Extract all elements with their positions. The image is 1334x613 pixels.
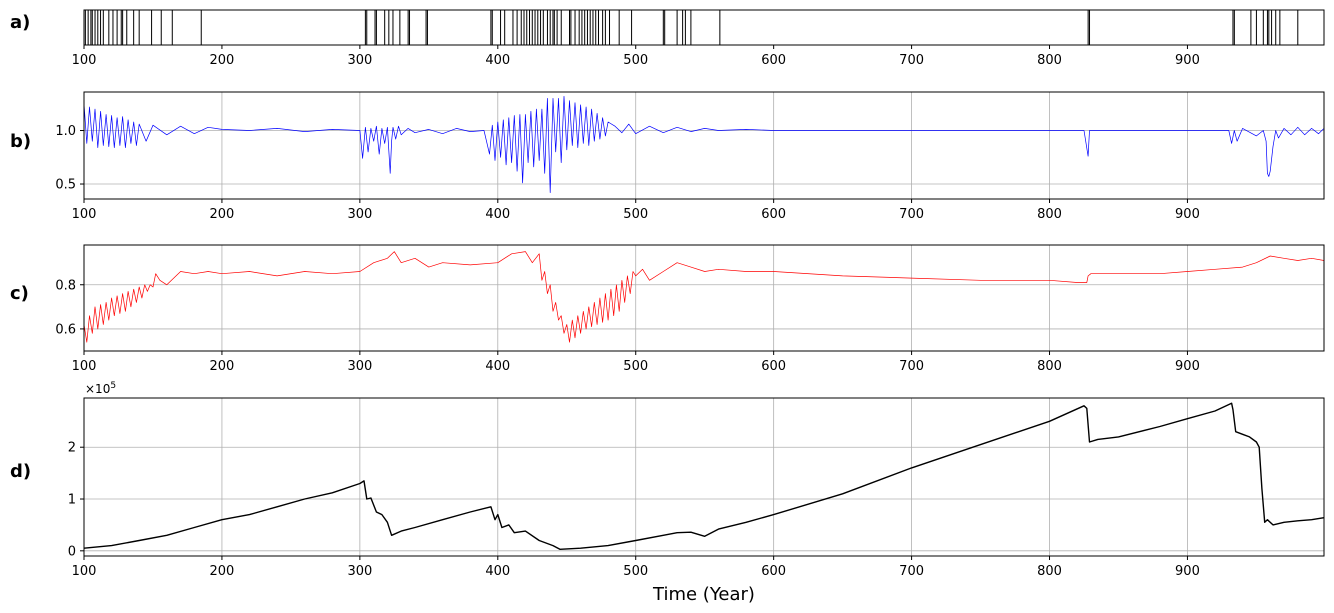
- x-tick-label: 500: [623, 207, 648, 222]
- x-tick-label: 800: [1037, 359, 1062, 374]
- x-tick-label: 800: [1037, 564, 1062, 579]
- panel-label-a: a): [10, 12, 30, 33]
- x-tick-label: 200: [210, 53, 235, 68]
- x-tick-label: 200: [210, 564, 235, 579]
- y-tick-label: 0: [68, 544, 76, 559]
- x-tick-label: 200: [210, 359, 235, 374]
- x-tick-label: 500: [623, 564, 648, 579]
- panel-label-c: c): [10, 283, 29, 304]
- x-tick-label: 900: [1175, 53, 1200, 68]
- panel-b-line-chart: 100 200 300 400 500 600 700 800 900 0.5 1.0: [55, 91, 1325, 222]
- series-line: [83, 402, 1325, 550]
- x-tick-label: 600: [761, 207, 786, 222]
- panel-c-line-chart: 100 200 300 400 500 600 700 800 900 0.6 0.8: [55, 244, 1325, 374]
- y-tick-label: 2: [68, 441, 76, 456]
- x-tick-label: 600: [761, 564, 786, 579]
- panel-label-b: b): [10, 131, 31, 152]
- panel-d-line-chart: 100 200 300 400 500 600 700 800 900 0 1 2: [68, 397, 1325, 579]
- y-tick-label: 0.5: [55, 178, 76, 193]
- x-tick-label: 700: [899, 53, 924, 68]
- series-line: [83, 95, 1325, 193]
- x-tick-label: 700: [899, 207, 924, 222]
- axes-frame: [83, 91, 1325, 200]
- x-tick-label: 300: [347, 53, 372, 68]
- x-tick-label: 400: [485, 564, 510, 579]
- x-tick-label: 800: [1037, 207, 1062, 222]
- x-tick-label: 200: [210, 207, 235, 222]
- y-axis-scale-label: ×105: [85, 381, 116, 396]
- x-tick-label: 600: [761, 359, 786, 374]
- x-tick-label: 900: [1175, 359, 1200, 374]
- x-tick-label: 700: [899, 359, 924, 374]
- x-tick-label: 500: [623, 359, 648, 374]
- x-tick-label: 500: [623, 53, 648, 68]
- x-tick-label: 400: [485, 53, 510, 68]
- x-tick-label: 100: [72, 53, 97, 68]
- x-tick-label: 700: [899, 564, 924, 579]
- y-tick-label: 0.8: [55, 278, 76, 293]
- y-tick-label: 0.6: [55, 322, 76, 337]
- x-tick-label: 300: [347, 359, 372, 374]
- x-tick-label: 100: [72, 564, 97, 579]
- x-tick-label: 800: [1037, 53, 1062, 68]
- x-tick-label: 300: [347, 564, 372, 579]
- panel-a-event-raster: 100 200 300 400 500 600 700 800 900: [72, 9, 1325, 68]
- x-tick-label: 900: [1175, 564, 1200, 579]
- axes-frame: [83, 397, 1325, 557]
- x-axis-title: Time (Year): [652, 584, 755, 605]
- panel-label-d: d): [10, 461, 31, 482]
- axes-frame: [83, 9, 1325, 46]
- x-tick-label: 100: [72, 207, 97, 222]
- x-tick-label: 100: [72, 359, 97, 374]
- x-tick-label: 900: [1175, 207, 1200, 222]
- x-tick-label: 400: [485, 359, 510, 374]
- series-line: [83, 251, 1325, 343]
- x-tick-label: 400: [485, 207, 510, 222]
- axes-frame: [83, 244, 1325, 352]
- y-tick-label: 1: [68, 493, 76, 508]
- x-tick-label: 300: [347, 207, 372, 222]
- x-tick-label: 600: [761, 53, 786, 68]
- y-tick-label: 1.0: [55, 124, 76, 139]
